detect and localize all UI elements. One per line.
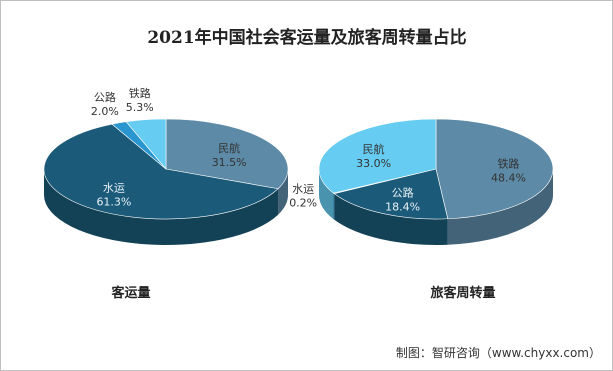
data-label: 铁路 48.4% <box>491 157 526 184</box>
label-value: 61.3% <box>96 195 131 208</box>
data-label: 铁路 5.3% <box>126 87 154 114</box>
label-value: 5.3% <box>126 101 154 114</box>
chart-title: 2021年中国社会客运量及旅客周转量占比 <box>147 27 466 48</box>
label-category: 公路 <box>94 91 116 104</box>
label-value: 0.2% <box>289 197 317 210</box>
label-value: 2.0% <box>91 105 119 118</box>
label-value: 33.0% <box>356 157 391 170</box>
label-category: 公路 <box>392 187 414 200</box>
data-label: 民航 33.0% <box>356 142 391 170</box>
data-label: 公路 2.0% <box>91 91 119 118</box>
slice-side <box>334 193 448 245</box>
label-value: 18.4% <box>385 201 420 214</box>
slice <box>333 168 449 220</box>
slice <box>318 118 437 194</box>
label-category: 铁路 <box>497 157 519 170</box>
label-value: 48.4% <box>491 171 526 184</box>
pie-title: 客运量 <box>111 285 150 301</box>
data-label: 水运 0.2% <box>289 183 317 210</box>
data-label: 民航 31.5% <box>212 141 247 169</box>
slice-side <box>333 193 335 220</box>
slice-side <box>278 169 288 215</box>
slice <box>435 118 554 220</box>
data-label: 公路 18.4% <box>385 187 420 214</box>
pie-title: 旅客周转量 <box>430 285 495 301</box>
label-category: 水运 <box>292 183 314 196</box>
slice <box>43 123 279 220</box>
source-note: 制图：智研咨询（www.chyxx.com） <box>396 345 601 360</box>
label-category: 铁路 <box>129 87 151 100</box>
data-label: 水运 61.3% <box>96 181 131 208</box>
label-category: 民航 <box>218 141 240 155</box>
slice-side <box>447 169 553 245</box>
slice-side <box>44 169 279 245</box>
slice <box>165 118 289 190</box>
label-category: 水运 <box>103 181 125 194</box>
slice <box>125 118 167 170</box>
label-value: 31.5% <box>212 156 247 169</box>
label-category: 民航 <box>363 142 385 156</box>
